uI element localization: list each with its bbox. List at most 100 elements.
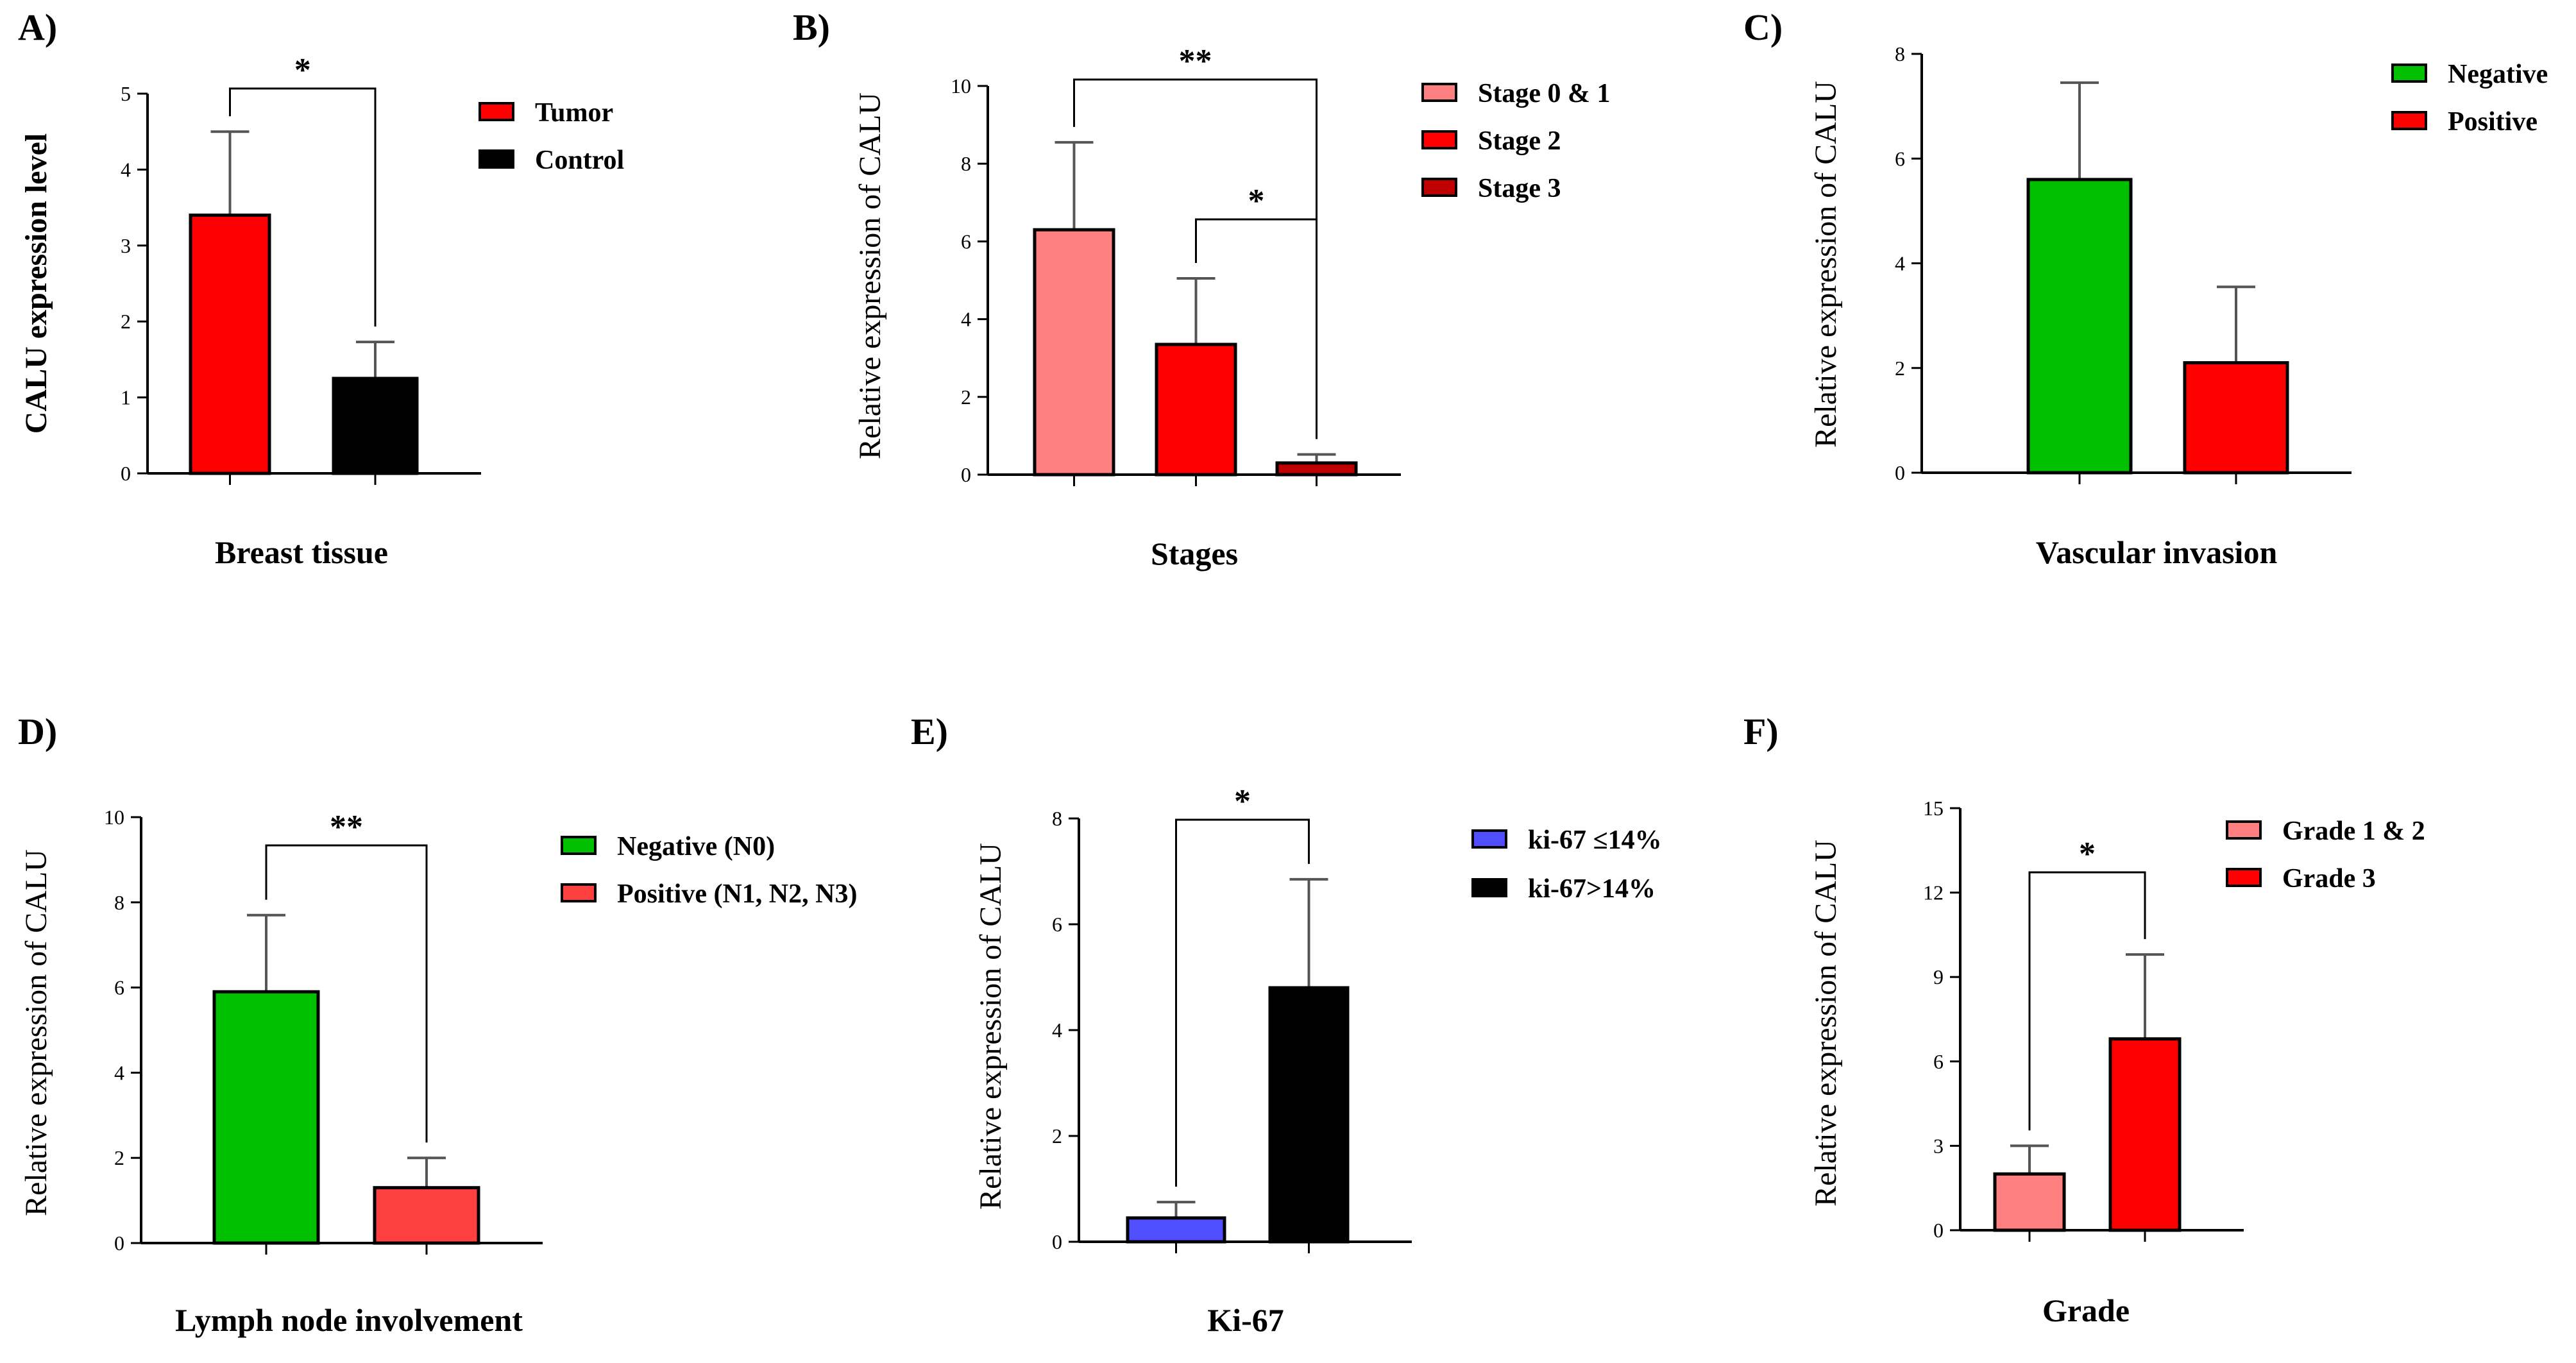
legend-label: Control bbox=[535, 146, 624, 175]
y-tick-label: 0 bbox=[1933, 1219, 1944, 1242]
legend-swatch bbox=[1471, 829, 1507, 849]
y-tick-label: 2 bbox=[1052, 1124, 1062, 1147]
legend-swatch bbox=[2226, 820, 2262, 840]
significance-bracket bbox=[229, 87, 377, 327]
legend-swatch bbox=[479, 149, 514, 169]
legend-swatch bbox=[2391, 63, 2427, 83]
legend-label: Stage 2 bbox=[1478, 126, 1561, 156]
bar bbox=[1155, 343, 1237, 477]
y-tick-label: 2 bbox=[961, 385, 971, 409]
y-tick-label: 6 bbox=[961, 230, 971, 253]
significance-label: * bbox=[2079, 836, 2096, 872]
significance-bracket bbox=[1175, 818, 1310, 1187]
panel-label: B) bbox=[793, 6, 830, 48]
y-tick-label: 2 bbox=[114, 1146, 124, 1169]
y-tick-label: 2 bbox=[1895, 357, 1905, 380]
y-tick-label: 6 bbox=[114, 976, 124, 999]
y-tick-label: 9 bbox=[1933, 965, 1944, 988]
legend-label: Stage 3 bbox=[1478, 174, 1561, 203]
y-tick-label: 10 bbox=[104, 806, 124, 829]
x-axis-title: Lymph node involvement bbox=[175, 1302, 523, 1338]
significance-bracket bbox=[1195, 218, 1318, 439]
bar bbox=[212, 990, 320, 1245]
y-axis-title: Relative expression of CALU bbox=[974, 843, 1008, 1210]
legend-label: Grade 3 bbox=[2282, 864, 2376, 893]
bar bbox=[2026, 178, 2133, 475]
bar bbox=[373, 1186, 480, 1245]
y-tick-label: 1 bbox=[121, 386, 131, 409]
legend-label: ki-67 ≤14% bbox=[1528, 825, 1662, 855]
bar bbox=[1033, 228, 1115, 477]
legend-label: Positive (N1, N2, N3) bbox=[617, 879, 857, 909]
y-tick-label: 6 bbox=[1933, 1050, 1944, 1073]
panel-label: D) bbox=[18, 711, 57, 752]
bar bbox=[1993, 1172, 2066, 1232]
y-tick-label: 3 bbox=[1933, 1134, 1944, 1157]
bar bbox=[189, 213, 271, 475]
y-tick-label: 0 bbox=[1052, 1230, 1062, 1253]
legend-swatch bbox=[1421, 178, 1457, 197]
bar bbox=[332, 377, 419, 475]
y-tick-label: 4 bbox=[1895, 252, 1905, 275]
x-axis-title: Grade bbox=[2042, 1292, 2130, 1328]
panel-label: E) bbox=[911, 711, 948, 752]
y-tick-label: 8 bbox=[1895, 42, 1905, 65]
legend-swatch bbox=[561, 836, 597, 855]
legend-swatch bbox=[561, 883, 597, 902]
panel-label: A) bbox=[18, 6, 57, 48]
y-tick-label: 2 bbox=[121, 310, 131, 333]
significance-label: * bbox=[1248, 183, 1265, 219]
y-tick-label: 0 bbox=[1895, 461, 1905, 484]
y-tick-label: 0 bbox=[114, 1232, 124, 1255]
y-axis-title: Relative expression of CALU bbox=[1809, 81, 1843, 448]
y-tick-label: 0 bbox=[121, 462, 131, 485]
bar bbox=[2183, 361, 2289, 475]
y-tick-label: 5 bbox=[121, 82, 131, 105]
legend-label: Positive bbox=[2448, 107, 2538, 137]
legend-swatch bbox=[1421, 83, 1457, 102]
x-axis-title: Stages bbox=[1151, 536, 1238, 571]
y-axis-title: Relative expression of CALU bbox=[1809, 840, 1843, 1206]
legend-swatch bbox=[1421, 130, 1457, 149]
y-tick-label: 4 bbox=[121, 158, 131, 181]
y-tick-label: 0 bbox=[961, 463, 971, 486]
y-tick-label: 10 bbox=[951, 74, 971, 97]
legend-label: Negative (N0) bbox=[617, 832, 775, 861]
bar bbox=[1126, 1216, 1226, 1244]
y-tick-label: 12 bbox=[1923, 881, 1944, 904]
y-axis-title: Relative expression of CALU bbox=[853, 92, 887, 459]
significance-bracket bbox=[265, 844, 428, 1143]
y-tick-label: 6 bbox=[1052, 913, 1062, 936]
legend-label: Negative bbox=[2448, 60, 2548, 89]
y-axis-title: Relative expression of CALU bbox=[19, 849, 53, 1216]
legend-swatch bbox=[479, 102, 514, 121]
y-tick-label: 6 bbox=[1895, 147, 1905, 170]
significance-label: * bbox=[294, 52, 311, 89]
legend-label: Grade 1 & 2 bbox=[2282, 817, 2425, 846]
significance-label: ** bbox=[1179, 43, 1212, 80]
y-tick-label: 8 bbox=[114, 891, 124, 914]
legend-label: Stage 0 & 1 bbox=[1478, 79, 1610, 108]
legend-swatch bbox=[2391, 111, 2427, 130]
y-tick-label: 8 bbox=[1052, 807, 1062, 830]
x-axis-title: Vascular invasion bbox=[2036, 534, 2278, 570]
legend-label: Tumor bbox=[535, 98, 613, 128]
y-tick-label: 4 bbox=[961, 308, 971, 331]
panel-label: C) bbox=[1743, 6, 1783, 48]
legend-label: ki-67>14% bbox=[1528, 874, 1656, 904]
legend-swatch bbox=[1471, 878, 1507, 897]
x-axis-title: Ki-67 bbox=[1207, 1302, 1284, 1338]
legend-swatch bbox=[2226, 868, 2262, 887]
significance-label: * bbox=[1234, 783, 1251, 820]
bar bbox=[2108, 1037, 2182, 1232]
y-tick-label: 8 bbox=[961, 152, 971, 175]
x-axis-title: Breast tissue bbox=[215, 534, 388, 570]
significance-label: ** bbox=[330, 809, 363, 845]
y-tick-label: 3 bbox=[121, 234, 131, 257]
y-tick-label: 4 bbox=[1052, 1019, 1062, 1042]
y-tick-label: 15 bbox=[1923, 797, 1944, 820]
bar bbox=[1275, 461, 1358, 477]
y-axis-title: CALU expression level bbox=[19, 133, 53, 434]
bar bbox=[1268, 986, 1350, 1244]
